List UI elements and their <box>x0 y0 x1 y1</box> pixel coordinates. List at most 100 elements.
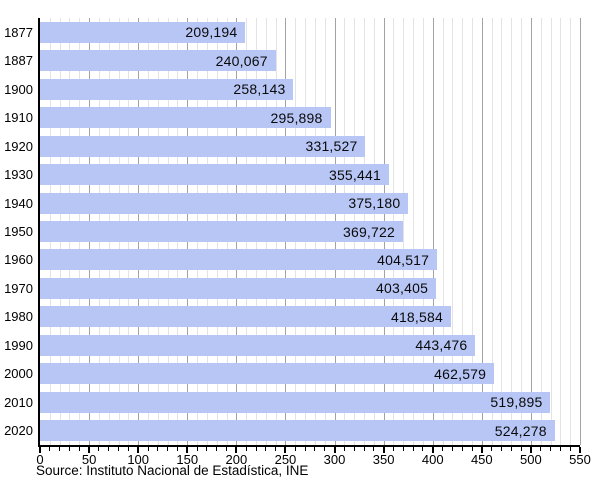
x-tick-label: 100 <box>127 452 150 467</box>
y-axis-label: 2020 <box>4 423 33 439</box>
gridline <box>403 18 405 445</box>
tick-mark <box>412 447 414 451</box>
y-axis-label: 1970 <box>4 280 33 296</box>
tick-mark <box>422 447 424 451</box>
tick-mark <box>333 447 336 453</box>
bar-value-label: 355,441 <box>328 166 381 183</box>
bar-value-label: 524,278 <box>494 422 547 439</box>
bar: 369,722 <box>40 221 403 242</box>
gridline <box>422 18 424 445</box>
tick-mark <box>500 447 502 451</box>
tick-mark <box>275 447 277 451</box>
x-tick-label: 400 <box>421 452 444 467</box>
plot-area: 209,194 240,067 258,143 295,898 331,527 355,4… <box>38 18 581 447</box>
gridline <box>521 18 523 445</box>
bar: 355,441 <box>40 164 389 186</box>
bar-value-label: 295,898 <box>270 109 323 126</box>
tick-mark <box>157 447 159 451</box>
y-axis-label: 1887 <box>4 53 33 69</box>
gridline <box>472 18 473 445</box>
x-tick-label: 0 <box>36 452 44 467</box>
gridline <box>413 18 415 445</box>
tick-mark <box>579 447 581 453</box>
tick-mark <box>39 447 41 453</box>
tick-mark <box>510 447 512 451</box>
tick-mark <box>118 447 120 451</box>
x-axis-tick-marks <box>39 447 581 455</box>
gridline <box>570 18 572 445</box>
tick-mark <box>461 447 463 451</box>
gridline <box>560 18 562 445</box>
bar: 519,895 <box>40 391 551 413</box>
gridline <box>530 18 532 445</box>
y-axis-label: 1950 <box>4 223 33 239</box>
tick-mark <box>235 447 238 453</box>
tick-mark <box>480 447 483 453</box>
tick-mark <box>314 447 316 451</box>
tick-mark <box>402 447 404 451</box>
tick-mark <box>451 447 453 451</box>
x-tick-label: 550 <box>569 452 591 467</box>
y-axis-label: 1900 <box>4 81 33 97</box>
bar: 331,527 <box>40 135 366 157</box>
tick-mark <box>540 447 542 451</box>
tick-mark <box>186 447 189 453</box>
tick-mark <box>98 447 100 451</box>
bar-value-label: 209,194 <box>185 24 238 41</box>
bar-value-label: 519,895 <box>490 394 543 411</box>
x-tick-label: 200 <box>225 452 248 467</box>
gridline <box>511 18 513 445</box>
tick-mark <box>471 447 473 451</box>
y-axis-label: 1960 <box>4 252 33 268</box>
bar-value-label: 403,405 <box>376 280 429 297</box>
tick-mark <box>353 447 355 451</box>
y-axis-label: 1920 <box>4 138 33 154</box>
tick-mark <box>127 447 129 451</box>
gridline <box>540 18 542 445</box>
x-axis-tick-labels: 0 50 100 150 200 250 300 350 400 450 500 550 <box>36 452 590 467</box>
tick-mark <box>304 447 306 451</box>
bar-value-label: 404,517 <box>377 251 430 268</box>
gridline <box>501 18 503 445</box>
gridline <box>452 18 454 445</box>
tick-mark <box>392 447 394 451</box>
tick-mark <box>382 447 385 453</box>
tick-mark <box>68 447 70 451</box>
x-tick-label: 350 <box>372 452 395 467</box>
tick-mark <box>559 447 561 451</box>
y-axis-label: 2010 <box>4 394 33 410</box>
tick-mark <box>343 447 345 451</box>
gridline <box>481 18 483 445</box>
bar: 524,278 <box>40 420 555 442</box>
y-axis-label: 1930 <box>4 167 33 183</box>
x-tick-label: 50 <box>81 452 97 467</box>
y-axis-label: 1877 <box>4 24 33 40</box>
tick-mark <box>196 447 198 451</box>
tick-mark <box>88 447 91 453</box>
tick-mark <box>363 447 365 451</box>
y-axis-label: 1990 <box>4 337 33 353</box>
bar-value-label: 258,143 <box>233 81 286 98</box>
gridline <box>491 18 493 445</box>
tick-mark <box>108 447 110 451</box>
tick-mark <box>324 447 326 451</box>
x-tick-label: 250 <box>274 452 297 467</box>
bar: 403,405 <box>40 277 437 299</box>
tick-mark <box>265 447 267 451</box>
tick-mark <box>284 447 287 453</box>
gridline <box>550 18 552 445</box>
bar-value-label: 375,180 <box>348 195 401 212</box>
bar-value-label: 443,476 <box>415 337 468 354</box>
x-tick-label: 300 <box>323 452 346 467</box>
bar-value-label: 462,579 <box>434 365 487 382</box>
tick-mark <box>373 447 375 451</box>
tick-mark <box>167 447 169 451</box>
tick-mark <box>137 447 140 453</box>
y-axis-label: 1910 <box>4 110 33 126</box>
bar: 258,143 <box>40 78 294 100</box>
tick-mark <box>49 447 51 451</box>
tick-mark <box>216 447 218 451</box>
bar: 404,517 <box>40 249 438 271</box>
bar-value-label: 418,584 <box>390 308 443 325</box>
x-tick-label: 450 <box>470 452 493 467</box>
